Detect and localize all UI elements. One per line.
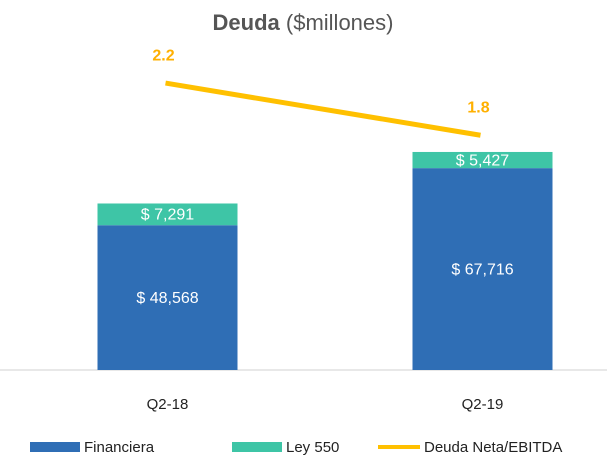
- title-unit: ($millones): [286, 10, 394, 35]
- data-label: $ 5,427: [456, 152, 509, 169]
- line-series: [165, 80, 481, 138]
- line-label: 1.8: [467, 99, 489, 116]
- bar-segment: [97, 225, 238, 370]
- line-label: 2.2: [152, 47, 174, 64]
- legend-swatch: [30, 442, 80, 452]
- data-label: $ 67,716: [451, 261, 513, 278]
- bar-segment: [97, 203, 238, 226]
- legend-swatch: [232, 442, 282, 452]
- x-tick-label: Q2-18: [147, 396, 189, 413]
- title-main: Deuda: [213, 10, 281, 35]
- bar-segment: [412, 151, 553, 169]
- x-tick-label: Q2-19: [462, 396, 504, 413]
- data-label: $ 7,291: [141, 207, 194, 224]
- legend-label: Ley 550: [286, 439, 339, 456]
- legend-label: Financiera: [84, 439, 155, 456]
- bar-segment: [412, 168, 553, 370]
- data-label: $ 48,568: [136, 290, 198, 307]
- chart-title: Deuda ($millones): [213, 10, 394, 35]
- legend-label: Deuda Neta/EBITDA: [424, 439, 562, 456]
